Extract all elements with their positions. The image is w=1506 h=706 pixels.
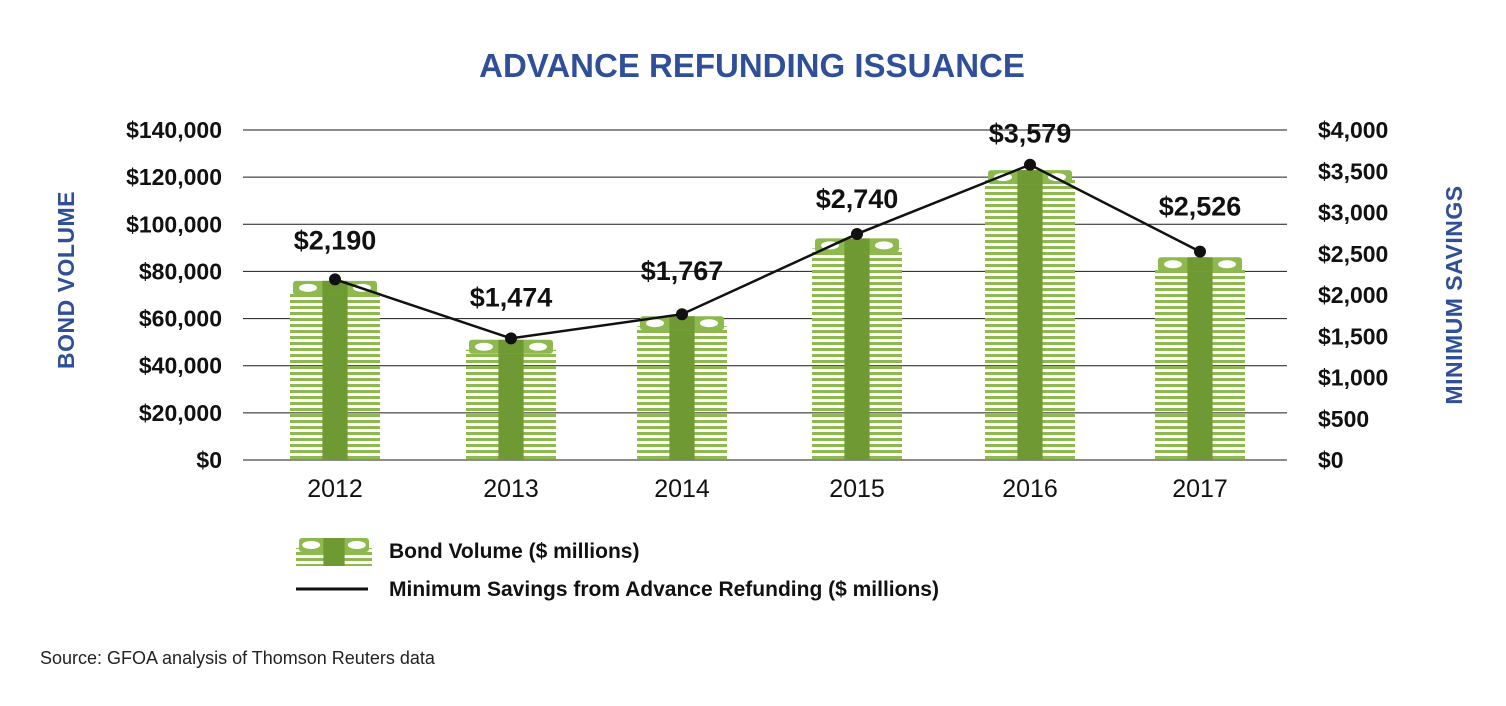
x-tick-2017: 2017 [1172, 475, 1228, 503]
y-tick-right: $500 [1318, 406, 1369, 432]
y-tick-left: $0 [196, 447, 222, 473]
y-tick-left: $80,000 [139, 258, 222, 284]
bar-2016 [985, 170, 1075, 461]
savings-point-2012 [329, 273, 341, 286]
legend-bar-icon [296, 538, 372, 566]
bar-2014 [637, 316, 727, 460]
y-tick-left: $100,000 [126, 211, 222, 237]
line-series: $2,190 $1,474 $1,767 $2,740 $3,579 $2,526 [294, 119, 1242, 345]
y-axis-left: $0 $20,000 $40,000 $60,000 $80,000 $100,000 $1… [126, 117, 222, 473]
x-tick-2014: 2014 [654, 475, 710, 503]
y-axis-title-left: BOND VOLUME [53, 191, 79, 369]
bar-2012 [290, 280, 380, 460]
x-tick-2012: 2012 [307, 475, 363, 503]
savings-point-2017 [1194, 245, 1206, 258]
x-tick-2015: 2015 [829, 475, 885, 503]
chart-title: ADVANCE REFUNDING ISSUANCE [479, 47, 1025, 84]
y-tick-right: $0 [1318, 447, 1344, 473]
y-axis-title-right: MINIMUM SAVINGS [1441, 185, 1467, 404]
y-tick-right: $4,000 [1318, 117, 1388, 143]
savings-label-2017: $2,526 [1159, 192, 1242, 222]
y-tick-right: $2,500 [1318, 241, 1388, 267]
savings-point-2013 [505, 332, 517, 345]
savings-point-2015 [851, 227, 863, 240]
savings-line [334, 163, 1201, 340]
y-tick-right: $1,500 [1318, 323, 1388, 349]
bar-2015 [812, 238, 902, 460]
savings-label-2012: $2,190 [294, 225, 377, 255]
savings-label-2015: $2,740 [816, 184, 899, 214]
gridlines [243, 129, 1287, 461]
y-tick-left: $40,000 [139, 353, 222, 379]
x-tick-2013: 2013 [483, 475, 539, 503]
x-tick-2016: 2016 [1002, 475, 1058, 503]
savings-label-2016: $3,579 [989, 119, 1072, 149]
y-tick-right: $3,000 [1318, 200, 1388, 226]
legend-label-bond-volume: Bond Volume ($ millions) [389, 540, 639, 563]
savings-label-2014: $1,767 [641, 256, 724, 286]
y-tick-right: $2,000 [1318, 282, 1388, 308]
y-tick-right: $1,000 [1318, 365, 1388, 391]
legend: Bond Volume ($ millions) Minimum Savings… [296, 538, 939, 601]
bar-2013 [466, 339, 556, 460]
savings-point-2016 [1024, 158, 1036, 171]
bar-series [290, 170, 1245, 461]
x-axis: 2012 2013 2014 2015 2016 2017 [307, 475, 1228, 503]
savings-point-2014 [676, 308, 688, 321]
source-note: Source: GFOA analysis of Thomson Reuters… [40, 648, 436, 668]
y-tick-right: $3,500 [1318, 158, 1388, 184]
y-tick-left: $120,000 [126, 164, 222, 190]
bar-2017 [1155, 257, 1245, 460]
y-tick-left: $60,000 [139, 306, 222, 332]
legend-bar-swatch [296, 538, 372, 566]
y-tick-left: $140,000 [126, 117, 222, 143]
savings-label-2013: $1,474 [470, 282, 553, 312]
y-tick-left: $20,000 [139, 400, 222, 426]
y-axis-right: $0 $500 $1,000 $1,500 $2,000 $2,500 $3,000 $3,5… [1318, 117, 1388, 473]
legend-label-minimum-savings: Minimum Savings from Advance Refunding (… [389, 578, 939, 601]
